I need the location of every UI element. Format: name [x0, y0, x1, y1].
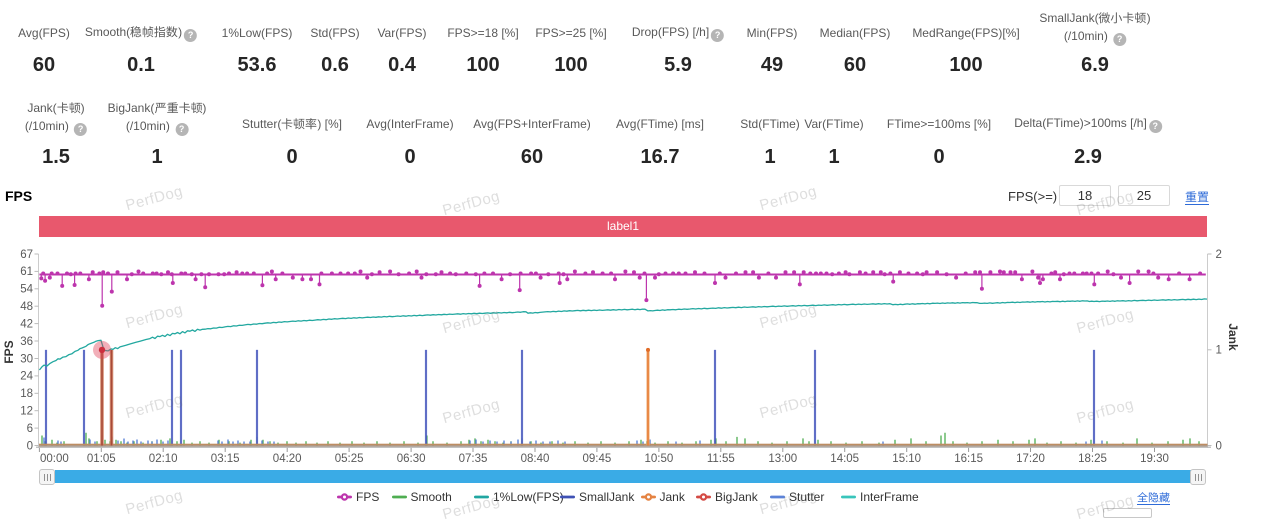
- svg-text:2: 2: [1216, 249, 1222, 261]
- svg-text:06:30: 06:30: [397, 453, 426, 465]
- svg-text:09:45: 09:45: [583, 453, 612, 465]
- svg-text:0: 0: [27, 440, 33, 452]
- svg-text:00:00: 00:00: [40, 453, 69, 465]
- svg-text:03:15: 03:15: [211, 453, 240, 465]
- svg-text:FPS: FPS: [2, 340, 16, 363]
- svg-text:Jank: Jank: [1226, 323, 1240, 351]
- svg-text:05:25: 05:25: [335, 453, 364, 465]
- svg-text:12: 12: [20, 406, 33, 418]
- svg-text:14:05: 14:05: [830, 453, 859, 465]
- svg-text:36: 36: [20, 336, 33, 348]
- svg-text:42: 42: [20, 318, 33, 330]
- svg-text:1: 1: [1216, 345, 1222, 357]
- svg-text:67: 67: [20, 249, 33, 261]
- svg-text:16:15: 16:15: [954, 453, 983, 465]
- svg-text:48: 48: [20, 301, 33, 313]
- svg-text:13:00: 13:00: [768, 453, 797, 465]
- svg-text:11:55: 11:55: [707, 453, 735, 465]
- svg-text:30: 30: [20, 353, 33, 365]
- svg-text:19:30: 19:30: [1140, 453, 1169, 465]
- svg-text:61: 61: [20, 266, 33, 278]
- svg-text:04:20: 04:20: [273, 453, 302, 465]
- svg-text:54: 54: [20, 284, 33, 296]
- svg-text:6: 6: [27, 423, 33, 435]
- svg-text:10:50: 10:50: [645, 453, 674, 465]
- svg-text:01:05: 01:05: [87, 453, 116, 465]
- svg-text:17:20: 17:20: [1016, 453, 1045, 465]
- svg-text:07:35: 07:35: [459, 453, 488, 465]
- svg-text:24: 24: [20, 371, 33, 383]
- svg-text:08:40: 08:40: [521, 453, 550, 465]
- svg-text:02:10: 02:10: [149, 453, 178, 465]
- svg-text:0: 0: [1216, 440, 1222, 452]
- svg-text:18: 18: [20, 388, 33, 400]
- svg-text:15:10: 15:10: [892, 453, 921, 465]
- svg-text:18:25: 18:25: [1078, 453, 1107, 465]
